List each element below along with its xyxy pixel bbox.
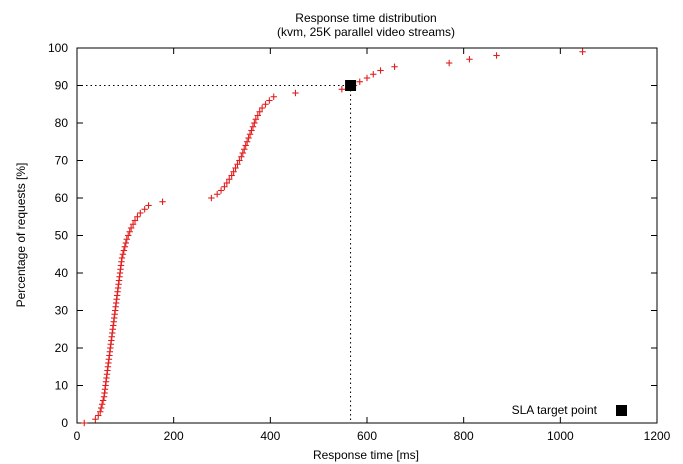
legend-swatch [616,405,627,416]
data-point [81,419,88,427]
y-tick-label: 70 [55,154,69,168]
data-point [134,213,141,220]
sla-guides [77,85,352,423]
data-point [270,93,277,100]
data-point [92,416,99,423]
data-point [262,101,269,108]
data-point [99,397,107,404]
legend-label: SLA target point [512,403,598,417]
data-point [251,119,258,127]
data-point [131,217,139,224]
data-point [126,228,133,235]
data-point [123,236,130,243]
x-tick-label: 1200 [644,429,671,443]
y-tick-label: 90 [55,79,69,93]
data-point [445,59,453,67]
data-point [243,138,251,145]
data-point [119,251,127,258]
x-tick-label: 600 [357,429,377,443]
data-point [258,104,266,112]
data-point [241,146,248,153]
x-tick-label: 1000 [547,429,574,443]
x-tick-label: 400 [260,429,280,443]
data-point [97,404,105,412]
y-tick-label: 60 [55,191,69,205]
y-tick-label: 40 [55,266,69,280]
data-point [242,142,249,149]
data-point [145,202,152,209]
data-point [254,112,261,119]
data-point [221,183,228,190]
data-point [292,89,299,97]
data-point [370,71,377,78]
data-point [137,209,144,217]
data-point [236,157,243,164]
y-tick-label: 100 [48,41,68,55]
x-tick-label: 0 [74,429,81,443]
data-point [97,408,104,415]
y-tick-label: 80 [55,116,69,130]
y-axis-label: Percentage of requests [%] [14,163,28,308]
data-point [122,239,130,247]
data-point [266,97,273,104]
chart-title: Response time distribution [295,11,436,25]
data-point [252,116,260,123]
data-point [245,134,252,142]
chart-subtitle: (kvm, 25K parallel video streams) [277,25,455,39]
data-point [129,221,137,228]
sla-target-marker [345,80,357,91]
data-point [125,232,132,239]
x-tick-label: 200 [164,429,184,443]
data-point [249,123,257,130]
data-point [159,198,166,205]
data-point [234,161,241,168]
data-point [208,194,215,202]
data-point [246,131,254,138]
data-point [363,74,371,82]
legend: SLA target point [512,403,627,417]
data-point [338,86,346,93]
data-point [356,78,363,85]
data-point [466,56,473,63]
x-axis: 0 200 400 600 800 1000 1200 [74,48,671,443]
data-point [121,243,129,250]
data-point [228,172,235,179]
data-point [213,191,221,198]
data-point [391,63,398,70]
data-point [127,224,135,232]
y-tick-label: 30 [55,304,69,318]
data-point [223,179,231,187]
data-point [256,108,263,115]
data-point [230,168,237,175]
y-tick-label: 0 [61,416,68,430]
data-point [248,127,255,134]
y-tick-label: 10 [55,379,69,393]
data-points [81,48,586,427]
data-point [141,206,148,213]
y-tick-label: 20 [55,341,69,355]
y-axis: 0 10 20 30 40 50 60 70 80 90 100 [48,41,657,430]
data-point [118,254,126,262]
data-point [493,52,500,59]
x-tick-label: 800 [454,429,474,443]
data-point [217,187,225,194]
x-axis-label: Response time [ms] [313,448,419,462]
data-point [377,67,384,74]
data-point [239,149,246,157]
data-point [238,153,245,160]
data-point [98,401,106,408]
y-tick-label: 50 [55,229,69,243]
data-point [226,176,233,183]
data-point [95,412,102,419]
data-point [579,48,586,55]
data-point [120,247,128,254]
plot-frame [76,47,658,424]
data-point [232,164,239,172]
